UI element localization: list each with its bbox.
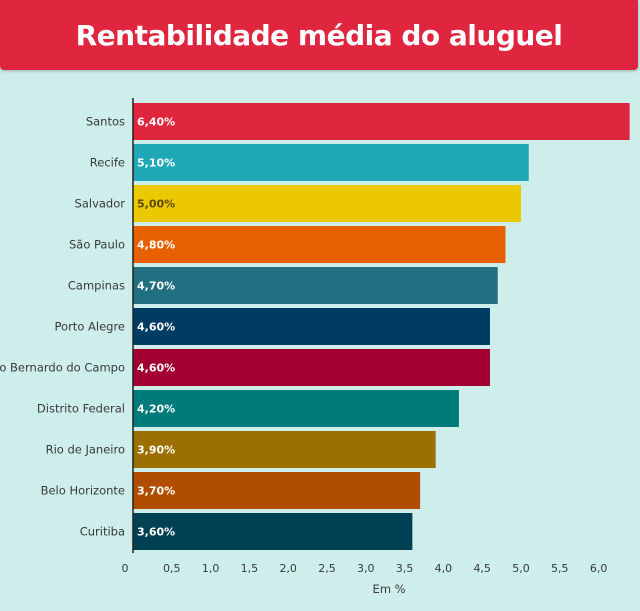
x-tick-label-12: 6,0 <box>590 562 608 575</box>
bar-9 <box>133 472 421 509</box>
category-label-0: Santos <box>86 115 125 129</box>
value-label-2: 5,00% <box>137 198 175 211</box>
value-label-1: 5,10% <box>137 157 175 170</box>
category-label-3: São Paulo <box>69 238 125 252</box>
x-tick-label-9: 4,5 <box>473 562 491 575</box>
value-label-8: 3,90% <box>137 444 175 457</box>
title-banner: Rentabilidade média do aluguel <box>0 0 638 70</box>
bar-1 <box>133 144 529 181</box>
category-label-1: Recife <box>90 156 125 170</box>
category-label-9: Belo Horizonte <box>41 484 125 498</box>
category-label-10: Curitiba <box>80 525 125 539</box>
x-tick-label-3: 1,5 <box>241 562 259 575</box>
bar-10 <box>133 513 413 550</box>
value-label-9: 3,70% <box>137 485 175 498</box>
x-tick-label-7: 3,5 <box>396 562 414 575</box>
x-tick-label-6: 3,0 <box>357 562 375 575</box>
bar-5 <box>133 308 490 345</box>
category-label-2: Salvador <box>75 197 126 211</box>
x-axis-title: Em % <box>373 582 406 596</box>
x-tick-label-1: 0,5 <box>163 562 181 575</box>
value-label-0: 6,40% <box>137 116 175 129</box>
category-label-5: Porto Alegre <box>55 320 125 334</box>
x-tick-label-5: 2,5 <box>318 562 336 575</box>
category-label-4: Campinas <box>68 279 125 293</box>
bar-8 <box>133 431 436 468</box>
x-tick-label-10: 5,0 <box>512 562 530 575</box>
value-label-3: 4,80% <box>137 239 175 252</box>
x-tick-label-0: 0 <box>122 562 129 575</box>
chart-title: Rentabilidade média do aluguel <box>75 18 563 52</box>
value-label-4: 4,70% <box>137 280 175 293</box>
bar-3 <box>133 226 506 263</box>
bar-6 <box>133 349 490 386</box>
value-label-10: 3,60% <box>137 526 175 539</box>
value-label-6: 4,60% <box>137 362 175 375</box>
value-label-5: 4,60% <box>137 321 175 334</box>
x-tick-label-8: 4,0 <box>435 562 453 575</box>
bar-7 <box>133 390 459 427</box>
x-tick-label-2: 1,0 <box>202 562 220 575</box>
category-label-6: São Bernardo do Campo <box>0 361 125 375</box>
bar-0 <box>133 103 630 140</box>
category-label-7: Distrito Federal <box>37 402 125 416</box>
bar-2 <box>133 185 521 222</box>
bar-4 <box>133 267 498 304</box>
category-label-8: Rio de Janeiro <box>46 443 125 457</box>
value-label-7: 4,20% <box>137 403 175 416</box>
x-tick-label-4: 2,0 <box>279 562 297 575</box>
x-tick-label-11: 5,5 <box>551 562 569 575</box>
